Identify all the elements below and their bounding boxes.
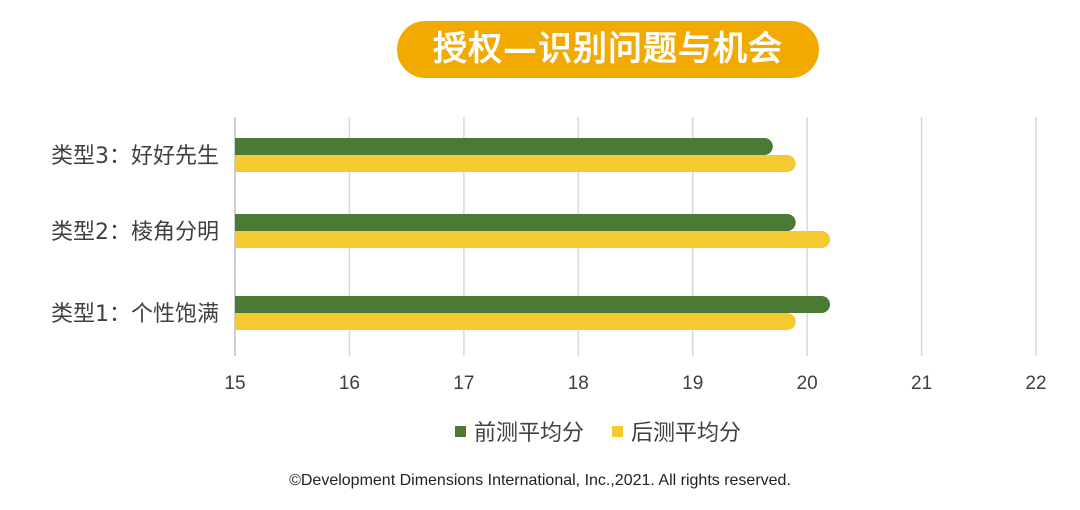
legend-item-post: 后测平均分 [612, 415, 741, 447]
legend-label-post: 后测平均分 [631, 421, 742, 446]
bar-post [235, 155, 796, 172]
category-label: 类型3：好好先生 [51, 144, 219, 169]
x-tick-label: 16 [339, 373, 360, 394]
bar-pre [235, 138, 773, 155]
x-tick-label: 19 [682, 373, 703, 394]
x-tick-label: 15 [224, 373, 245, 394]
category-label: 类型2：棱角分明 [51, 220, 219, 245]
copyright-notice: ©Development Dimensions International, I… [289, 472, 791, 489]
bar-pre [235, 296, 831, 313]
bar-post [235, 313, 796, 330]
x-tick-label: 22 [1025, 373, 1046, 394]
legend-swatch-post [612, 425, 624, 437]
chart-title: 授权—识别问题与机会 [397, 21, 819, 78]
x-tick-label: 21 [911, 373, 932, 394]
legend-swatch-pre [455, 425, 466, 437]
x-tick-label: 20 [797, 373, 818, 394]
x-tick-label: 18 [568, 373, 589, 394]
legend-label-pre: 前测平均分 [474, 421, 585, 446]
x-tick-label: 17 [453, 373, 474, 394]
legend: 前测平均分 后测平均分 [455, 416, 769, 446]
bar-post [235, 231, 831, 248]
category-label: 类型1：个性饱满 [51, 302, 219, 327]
bar-pre [235, 214, 796, 231]
legend-item-pre: 前测平均分 [455, 415, 584, 447]
